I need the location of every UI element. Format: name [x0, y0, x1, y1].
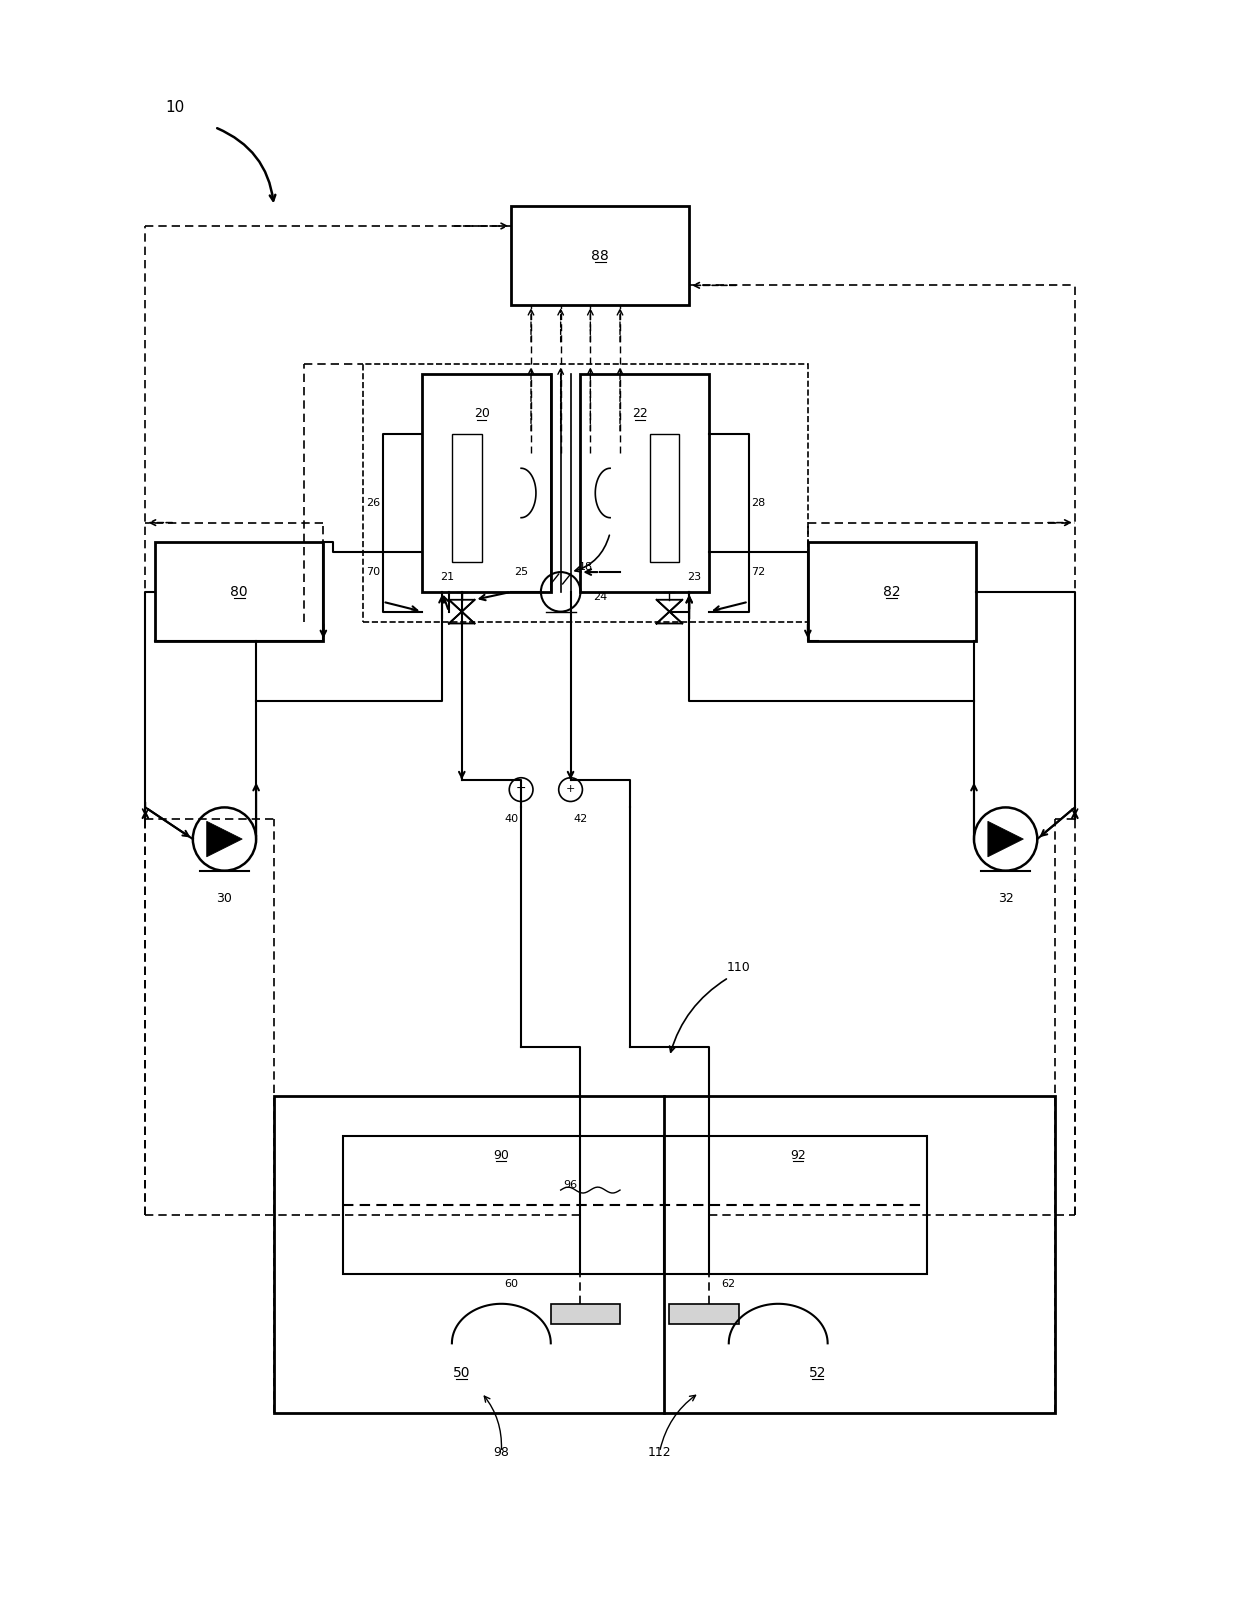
Bar: [343, 1135, 926, 1274]
Text: 90: 90: [494, 1150, 510, 1162]
Text: 10: 10: [165, 99, 185, 115]
Text: 22: 22: [632, 408, 647, 421]
Bar: [650, 433, 680, 563]
Bar: [580, 374, 709, 592]
Text: 32: 32: [998, 892, 1013, 905]
Text: 50: 50: [453, 1366, 470, 1380]
Text: 20: 20: [474, 408, 490, 421]
Text: 24: 24: [593, 592, 608, 601]
Bar: [363, 365, 808, 622]
Bar: [670, 1303, 739, 1324]
Text: −: −: [516, 782, 526, 795]
Text: 98: 98: [494, 1445, 510, 1458]
Text: 40: 40: [505, 814, 518, 823]
Text: 110: 110: [727, 961, 750, 974]
Text: 82: 82: [883, 585, 900, 600]
Bar: [451, 433, 481, 563]
Text: 88: 88: [591, 249, 609, 262]
Bar: [808, 542, 976, 641]
Text: 18: 18: [578, 563, 593, 572]
Bar: [274, 1097, 1055, 1412]
Bar: [511, 206, 689, 305]
Text: 72: 72: [751, 568, 765, 577]
Text: 92: 92: [790, 1150, 806, 1162]
Text: 70: 70: [366, 568, 379, 577]
Text: 80: 80: [231, 585, 248, 600]
Text: 62: 62: [722, 1279, 735, 1289]
Text: +: +: [565, 784, 575, 793]
Text: 28: 28: [751, 497, 765, 508]
Bar: [551, 1303, 620, 1324]
Text: 23: 23: [687, 572, 702, 582]
Text: 21: 21: [440, 572, 454, 582]
Text: 112: 112: [647, 1445, 671, 1458]
Text: 25: 25: [515, 568, 528, 577]
Text: 52: 52: [808, 1366, 827, 1380]
Text: 96: 96: [563, 1180, 578, 1190]
Polygon shape: [988, 822, 1023, 857]
Text: 26: 26: [366, 497, 379, 508]
Polygon shape: [207, 822, 242, 857]
Bar: [155, 542, 324, 641]
Text: 60: 60: [505, 1279, 518, 1289]
Bar: [423, 374, 551, 592]
Text: 42: 42: [573, 814, 588, 823]
Text: 30: 30: [217, 892, 232, 905]
